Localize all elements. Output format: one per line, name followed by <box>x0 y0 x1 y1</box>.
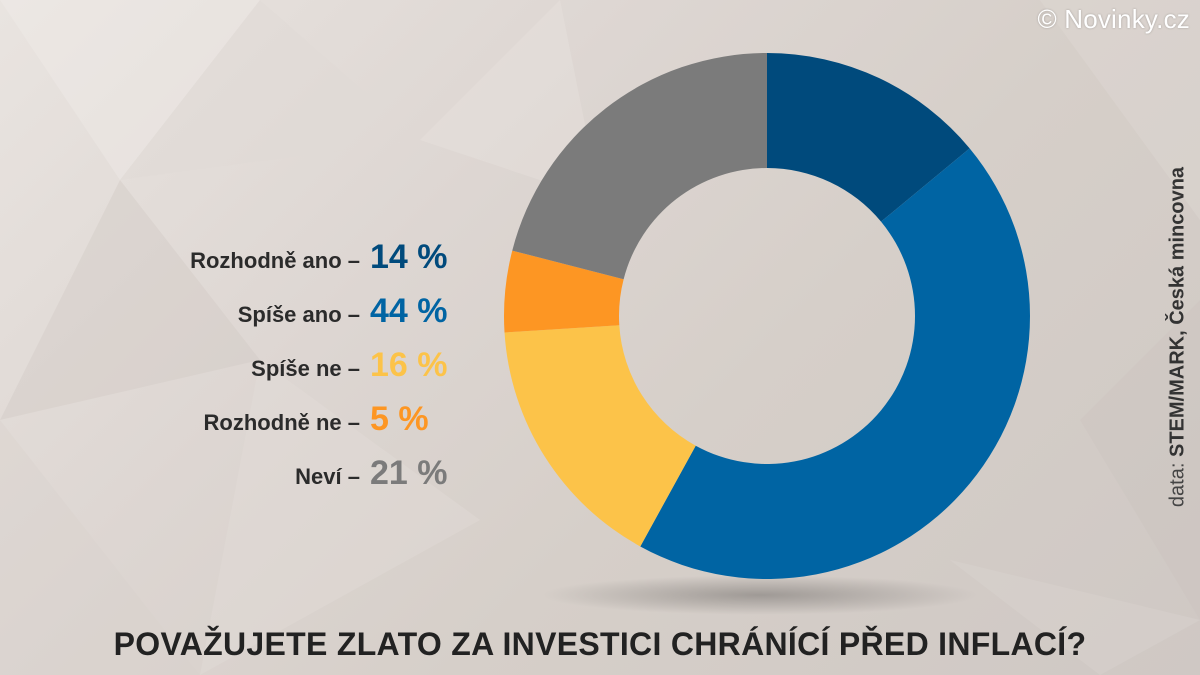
source-name: STEM/MARK, Česká mincovna <box>1166 166 1189 458</box>
donut-slice <box>767 53 970 222</box>
legend-row: Rozhodně ne – 5 % <box>150 400 480 454</box>
legend-label: Rozhodně ne – <box>203 410 360 435</box>
legend-row: Spíše ano – 44 % <box>150 292 480 346</box>
legend-value: 5 % <box>370 400 429 438</box>
legend-label: Spíše ne – <box>251 356 360 381</box>
donut-slice <box>504 250 624 333</box>
legend-row: Rozhodně ano – 14 % <box>150 238 480 292</box>
legend-value: 21 % <box>370 454 448 492</box>
legend-label: Neví – <box>295 464 360 489</box>
legend-value: 16 % <box>370 346 448 384</box>
chart-title: POVAŽUJETE ZLATO ZA INVESTICI CHRÁNÍCÍ P… <box>113 626 1087 662</box>
legend-label: Spíše ano – <box>237 302 360 327</box>
copyright-label: © Novinky.cz <box>1037 4 1190 34</box>
donut-slice <box>512 53 767 280</box>
chart-shadow <box>540 575 980 615</box>
legend-value: 14 % <box>370 238 448 276</box>
source-note: data: STEM/MARK, Česká mincovna <box>1158 165 1198 510</box>
legend-row: Neví – 21 % <box>150 454 480 508</box>
donut-slice <box>504 325 696 547</box>
chart-legend: Rozhodně ano – 14 % Spíše ano – 44 % Spíše n… <box>150 238 480 508</box>
legend-value: 44 % <box>370 292 448 330</box>
legend-row: Spíše ne – 16 % <box>150 346 480 400</box>
legend-label: Rozhodně ano – <box>190 248 360 273</box>
donut-slice <box>640 148 1030 579</box>
donut-chart <box>504 53 1030 579</box>
source-prefix: data: <box>1166 462 1189 508</box>
